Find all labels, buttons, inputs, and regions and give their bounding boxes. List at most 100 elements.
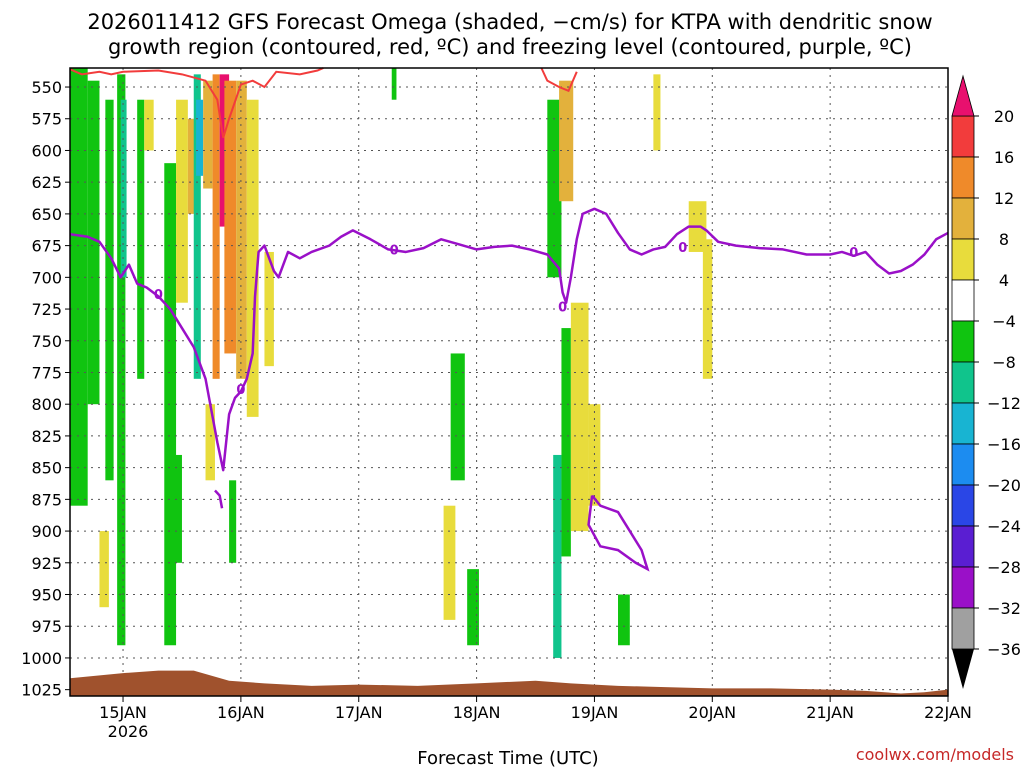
y-tick-label: 650	[31, 205, 62, 224]
x-axis-year: 2026	[108, 722, 149, 741]
x-tick-label: 19JAN	[571, 703, 619, 722]
colorbar-label: −24	[987, 517, 1021, 536]
y-tick-label: 875	[31, 490, 62, 509]
omega-cell	[547, 99, 562, 278]
omega-cell	[561, 328, 571, 557]
omega-cell	[105, 99, 114, 481]
y-tick-label: 925	[31, 554, 62, 573]
colorbar-swatch	[951, 443, 975, 486]
y-tick-label: 800	[31, 395, 62, 414]
freezing-level-label: 0	[849, 246, 858, 261]
omega-cell	[137, 99, 145, 379]
omega-cell	[87, 80, 100, 405]
y-tick-label: 750	[31, 332, 62, 351]
colorbar-label: 4	[999, 271, 1009, 290]
y-tick-label: 550	[31, 78, 62, 97]
omega-cell	[117, 74, 126, 646]
colorbar-label: 12	[994, 189, 1014, 208]
y-tick-label: 1025	[21, 681, 62, 700]
colorbar-swatch	[951, 197, 975, 240]
y-tick-label: 575	[31, 110, 62, 129]
freezing-level-label: 0	[236, 383, 245, 398]
dgz-contour-line	[69, 67, 324, 139]
omega-cell	[193, 74, 201, 379]
x-tick-label: 15JAN	[99, 703, 147, 722]
y-tick-label: 975	[31, 617, 62, 636]
colorbar-label: −16	[987, 435, 1021, 454]
colorbar-swatch	[951, 361, 975, 404]
colorbar-swatch	[951, 320, 975, 363]
colorbar-label: 8	[999, 230, 1009, 249]
freezing-level-contour: 0 0 0 0 0 0	[69, 207, 949, 572]
freezing-level-label: 0	[390, 243, 399, 258]
omega-cell	[203, 80, 213, 189]
omega-cell	[212, 74, 220, 379]
colorbar-label: 16	[994, 148, 1014, 167]
freezing-level-label: 0	[154, 288, 163, 303]
x-tick-label: 20JAN	[688, 703, 736, 722]
omega-cell	[70, 68, 88, 506]
freezing-level-label: 0	[678, 241, 687, 256]
colorbar-label: −4	[992, 312, 1016, 331]
y-tick-label: 600	[31, 141, 62, 160]
omega-shading	[70, 68, 713, 658]
omega-cell	[144, 99, 154, 151]
y-tick-label: 825	[31, 427, 62, 446]
y-tick-label: 950	[31, 586, 62, 605]
y-tick-label: 700	[31, 268, 62, 287]
y-tick-label: 1000	[21, 649, 62, 668]
y-tick-label: 850	[31, 459, 62, 478]
colorbar-swatch	[951, 607, 975, 650]
omega-cell	[187, 118, 197, 214]
freezing-level-label: 0	[558, 301, 567, 316]
omega-cell	[450, 353, 465, 481]
plot-frame	[69, 67, 949, 697]
freezing-level-loop	[587, 494, 650, 572]
omega-cell	[176, 99, 188, 303]
x-tick-label: 18JAN	[453, 703, 501, 722]
omega-cell	[391, 68, 397, 100]
omega-cell	[205, 404, 215, 481]
colorbar: 20 16 12 8 4 −4 −8 −12 −16 −20 −24 −28 −32 −36	[951, 74, 1021, 689]
colorbar-swatch	[951, 402, 975, 445]
omega-cell	[618, 594, 630, 646]
chart-title-line1: 2026011412 GFS Forecast Omega (shaded, −…	[87, 10, 932, 34]
omega-cell	[559, 80, 574, 202]
colorbar-label: −20	[987, 476, 1021, 495]
y-tick-label: 675	[31, 237, 62, 256]
y-tick-label: 775	[31, 363, 62, 382]
colorbar-label: −32	[987, 599, 1021, 618]
x-tick-label: 22JAN	[924, 703, 972, 722]
colorbar-swatch	[951, 484, 975, 527]
y-axis-ticks: 550 575 600 625 650 675 700 725 750 775 800 825 850 8…	[21, 78, 70, 700]
omega-cell	[99, 531, 109, 608]
y-tick-label: 725	[31, 300, 62, 319]
colorbar-swatch	[951, 566, 975, 609]
x-axis-label: Forecast Time (UTC)	[417, 748, 598, 768]
omega-cell	[120, 99, 127, 278]
y-tick-label: 625	[31, 173, 62, 192]
colorbar-swatch	[951, 525, 975, 568]
colorbar-label: 20	[994, 107, 1014, 126]
colorbar-swatch	[951, 279, 975, 322]
omega-cell	[164, 163, 177, 646]
colorbar-bottom-arrow	[952, 649, 974, 689]
omega-cell	[224, 80, 237, 354]
chart-title-line2: growth region (contoured, red, ºC) and f…	[108, 35, 912, 59]
plot-area: 0 0 0 0 0 0	[69, 67, 949, 697]
dgz-contour-line	[540, 67, 578, 93]
colorbar-label: −36	[987, 640, 1021, 659]
omega-cell	[246, 99, 259, 417]
omega-cell	[467, 569, 479, 646]
freezing-level-loop	[214, 489, 224, 509]
colorbar-label: −12	[987, 394, 1021, 413]
omega-cell	[553, 454, 562, 658]
omega-cell	[570, 302, 589, 532]
omega-cell	[170, 454, 182, 563]
dgz-contour	[69, 67, 578, 139]
colorbar-swatch	[951, 156, 975, 199]
colorbar-top-arrow	[951, 74, 975, 117]
colorbar-label: −28	[987, 558, 1021, 577]
terrain-fill	[70, 670, 948, 696]
x-tick-label: 17JAN	[335, 703, 383, 722]
